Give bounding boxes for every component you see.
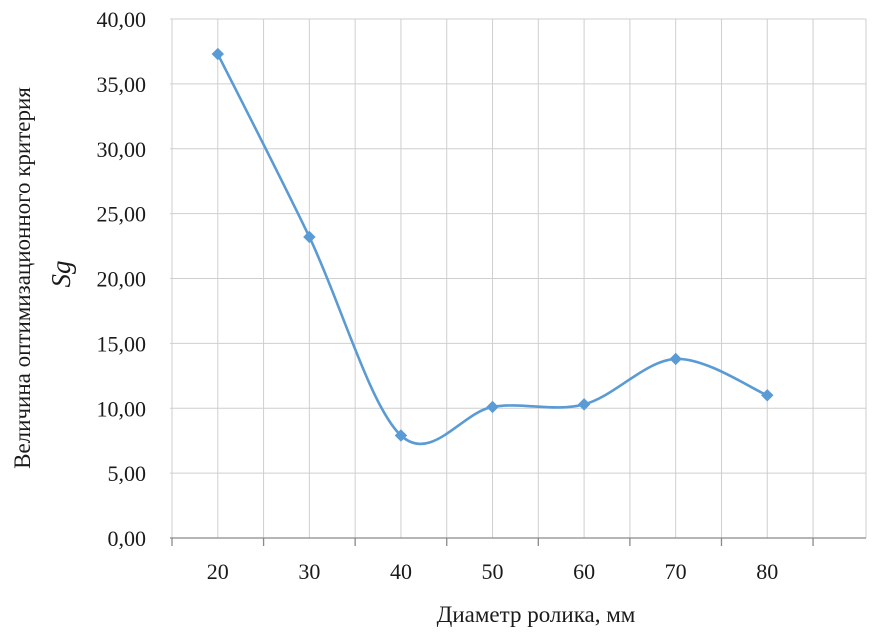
x-axis-title: Диаметр ролика, мм	[437, 602, 636, 627]
y-tick-label: 40,00	[97, 7, 147, 32]
data-point	[577, 398, 591, 411]
data-point	[486, 400, 499, 414]
series-layer	[211, 47, 774, 446]
x-tick-label: 40	[390, 559, 412, 584]
x-tick-label: 70	[665, 559, 687, 584]
grid	[170, 18, 867, 538]
y-tick-label: 0,00	[108, 526, 147, 551]
y-tick-label: 20,00	[97, 267, 147, 292]
x-tick-label: 20	[207, 559, 229, 584]
x-tick-label: 80	[756, 559, 778, 584]
y-tick-label: 15,00	[97, 331, 147, 356]
y-tick-label: 10,00	[97, 396, 147, 421]
y-tick-label: 35,00	[97, 72, 147, 97]
x-tick-label: 60	[573, 559, 595, 584]
data-point	[669, 352, 682, 366]
x-tick-label: 30	[298, 559, 320, 584]
data-point	[211, 47, 224, 61]
data-point	[761, 389, 774, 402]
y-tick-label: 5,00	[108, 461, 147, 486]
y-axis-title: Величина оптимизационного критерия	[10, 87, 35, 469]
y-tick-label: 30,00	[97, 137, 147, 162]
y-axis-symbol: Sg	[46, 261, 76, 288]
y-tick-label: 25,00	[97, 202, 147, 227]
tick-labels: 0,00 5,00 10,00 15,00 20,00 25,00 30,00 35,00 40…	[97, 7, 779, 584]
data-point	[394, 429, 408, 442]
x-tick-label: 50	[482, 559, 504, 584]
data-point	[303, 230, 316, 244]
axes	[170, 537, 866, 546]
